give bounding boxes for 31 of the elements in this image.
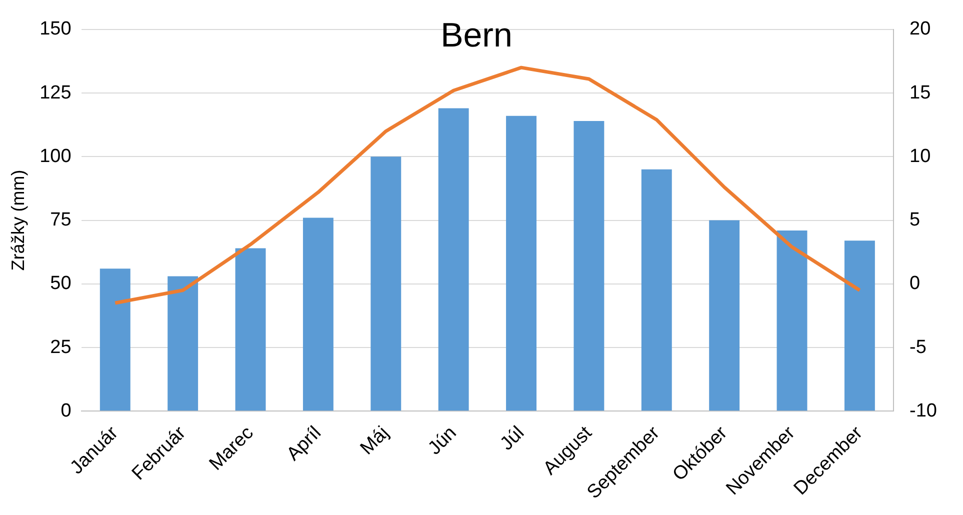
y2-tick-label: -5 (910, 336, 926, 358)
y-tick-label: 25 (50, 336, 72, 358)
bar (641, 169, 672, 411)
y-tick-label: 100 (40, 146, 72, 167)
y2-tick-label: -10 (910, 400, 938, 422)
y2-tick-label: 20 (910, 18, 931, 40)
bar (844, 240, 875, 411)
bar (709, 220, 740, 411)
y-tick-label: 150 (40, 18, 72, 40)
bar (302, 218, 334, 411)
y2-tick-label: 10 (910, 146, 931, 167)
y2-tick-label: 0 (910, 273, 920, 294)
bar (776, 230, 808, 411)
bar (235, 248, 266, 411)
x-tick-label: Máj (356, 422, 394, 460)
x-tick-label: Jún (424, 422, 461, 460)
bar (168, 276, 198, 411)
bar (438, 108, 469, 411)
bar (370, 156, 402, 411)
y2-tick-label: 5 (910, 210, 920, 231)
bar (100, 268, 130, 411)
y-tick-label: 75 (50, 210, 72, 231)
x-tick-label: Júl (496, 422, 528, 455)
bar (574, 121, 604, 411)
y-axis-title: Zrážky (mm) (8, 170, 28, 271)
y-tick-label: 125 (40, 82, 72, 104)
y-tick-label: 50 (50, 273, 72, 294)
y-tick-label: 0 (60, 400, 72, 422)
chart-title: Bern (440, 16, 512, 54)
bar (506, 116, 536, 411)
y2-tick-label: 15 (910, 82, 931, 104)
